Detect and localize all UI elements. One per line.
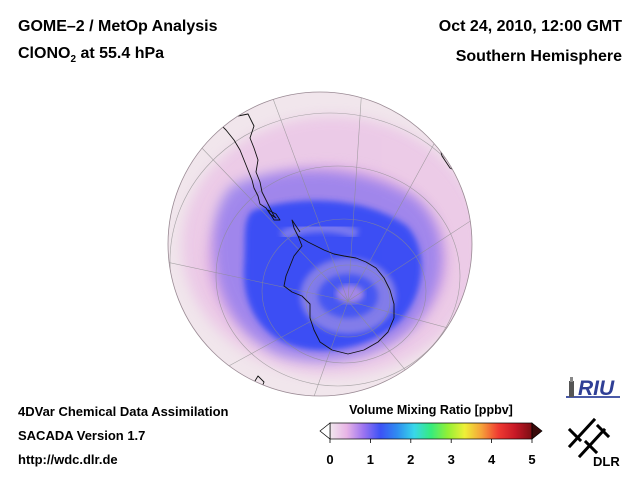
coastline-tierra-del-fuego [267, 209, 281, 221]
riu-logo-bar [566, 396, 620, 398]
globe-map [167, 91, 473, 397]
globe-outline [167, 91, 473, 397]
colorbar-tick-label: 2 [407, 452, 415, 467]
coastline-antarctica [283, 235, 395, 355]
riu-logo-tower-top [570, 377, 573, 382]
coastline-antarctic-peninsula [291, 219, 301, 237]
assimilation-label: 4DVar Chemical Data Assimilation [18, 404, 229, 419]
species-suffix: at 55.4 hPa [76, 45, 165, 62]
colorbar [319, 422, 543, 443]
species-subscript: 2 [70, 54, 77, 66]
longitude-line [347, 215, 472, 302]
colorbar-tick-label: 1 [366, 452, 374, 467]
species-prefix: ClONO [18, 45, 71, 62]
version-label: SACADA Version 1.7 [18, 428, 146, 443]
colorbar-tick-label: 0 [326, 452, 334, 467]
region-label: Southern Hemisphere [455, 48, 622, 65]
analysis-datetime: Oct 24, 2010, 12:00 GMT [438, 18, 622, 35]
website-link[interactable]: http://wdc.dlr.de [18, 452, 118, 467]
colorbar-tick-label: 4 [487, 452, 496, 467]
coastline-australia [417, 371, 463, 396]
riu-logo: RIU [566, 377, 620, 400]
colorbar-tick-label: 3 [447, 452, 455, 467]
colorbar-gradient [329, 422, 533, 440]
longitude-line [168, 260, 349, 302]
vortex-center [336, 285, 364, 303]
longitude-line [347, 92, 363, 302]
vortex-gap [279, 222, 359, 241]
latitude-line [169, 112, 472, 396]
colorbar-title: Volume Mixing Ratio [ppbv] [349, 403, 513, 417]
longitude-line [311, 300, 349, 396]
dlr-logo-text: DLR [593, 454, 620, 468]
riu-logo-tower [569, 381, 574, 397]
longitude-line [271, 95, 349, 302]
dlr-logo-emblem [567, 417, 611, 459]
latitude-line [261, 218, 427, 364]
colorbar-min-arrow [319, 422, 331, 440]
dlr-logo: DLR [567, 417, 620, 468]
colorbar-max-arrow [531, 422, 543, 440]
colorbar-tick-label: 5 [528, 452, 536, 467]
riu-logo-text: RIU [578, 377, 615, 400]
coastline-madagascar [463, 179, 472, 201]
species-label: ClONO2 at 55.4 hPa [18, 45, 164, 65]
latitude-line [305, 264, 391, 338]
colorbar-ticks [329, 439, 533, 443]
coastline-south-america [213, 109, 277, 219]
latitude-line [215, 165, 461, 387]
longitude-line [199, 145, 349, 302]
map-title: GOME–2 / MetOp Analysis [18, 18, 218, 35]
